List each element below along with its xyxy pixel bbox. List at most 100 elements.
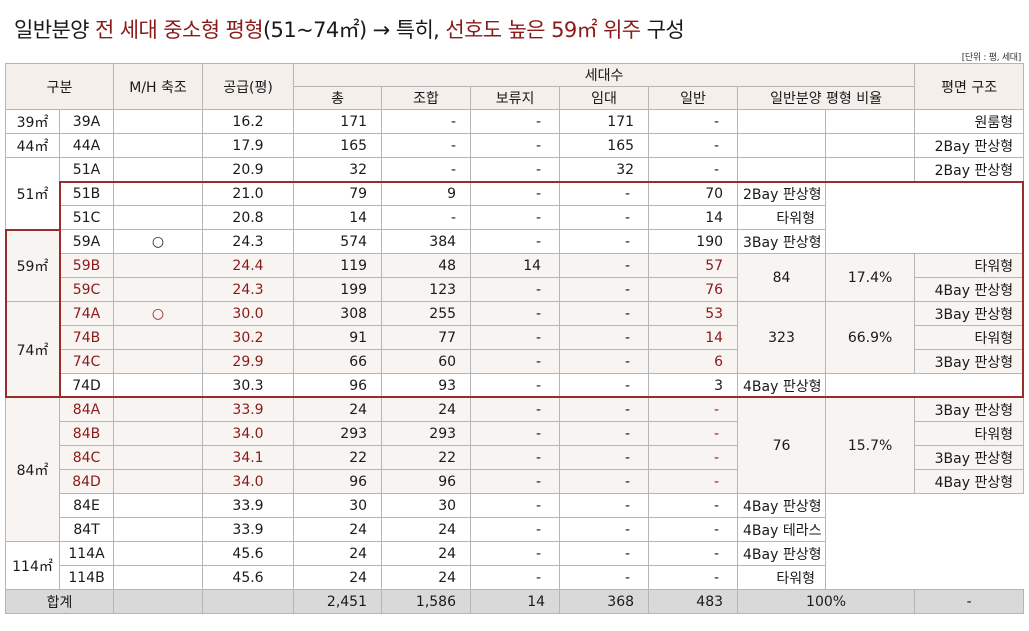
general-cell: 190 [648, 229, 739, 254]
total-cell: 199 [293, 277, 383, 302]
reserve-cell: - [470, 133, 561, 158]
supply-cell: 21.0 [202, 181, 295, 206]
table-row: 51㎡ 51A 20.9 32- -32-2Bay 판상형 [5, 157, 1025, 230]
table-row: 84C 34.1 22 22- - -3Bay 판상형 [6, 445, 1025, 470]
general-cell: - [648, 469, 739, 494]
type-cell: 84D [58, 469, 115, 494]
plan-cell: 타워형 [737, 205, 827, 230]
type-cell: 84T [58, 517, 115, 542]
union-cell: 123 [381, 277, 472, 302]
rental-cell: - [559, 277, 650, 302]
total-cell: 32 [293, 157, 383, 182]
reserve-cell: - [470, 109, 561, 134]
ratio-pct-cell: 66.9% [825, 301, 916, 374]
union-cell: 22 [381, 445, 472, 470]
rental-cell: - [559, 421, 650, 446]
ratio-empty-cell [825, 133, 916, 158]
reserve-cell: - [470, 229, 561, 254]
reserve-cell: - [470, 205, 561, 230]
ratio-empty-cell [737, 109, 827, 134]
table-row: 84E 33.9 30 30- - -4Bay 판상형 [6, 493, 1024, 518]
total-cell: 24 [293, 541, 383, 566]
totals-union: 1,586 [381, 589, 472, 614]
unit-note: [단위 : 평, 세대] [961, 53, 1022, 63]
type-cell: 44A [58, 133, 115, 158]
plan-cell: 3Bay 판상형 [914, 301, 1025, 326]
type-cell: 74A [58, 301, 115, 326]
ratio-empty-cell [825, 157, 916, 182]
type-cell: 84A [58, 397, 115, 422]
rental-cell: - [559, 181, 650, 206]
mh-cell: ○ [113, 229, 204, 254]
plan-cell: 4Bay 판상형 [737, 541, 827, 566]
rental-cell: - [559, 373, 650, 398]
type-cell: 59A [58, 229, 115, 254]
plan-cell: 4Bay 판상형 [914, 469, 1025, 494]
mh-cell [113, 205, 204, 230]
reserve-cell: - [470, 301, 561, 326]
supply-cell: 34.0 [202, 421, 295, 446]
supply-cell: 34.0 [202, 469, 295, 494]
rental-cell: - [559, 349, 650, 374]
total-cell: 24 [293, 397, 383, 422]
supply-cell: 24.4 [202, 253, 295, 278]
rental-cell: - [559, 205, 650, 230]
type-cell: 51B [58, 181, 115, 206]
rental-cell: - [559, 493, 650, 518]
total-cell: 171 [293, 109, 383, 134]
header-mh: M/H 축조 [113, 63, 204, 110]
totals-general: 483 [648, 589, 739, 614]
title-part: 특히, [389, 18, 446, 42]
union-cell: - [381, 157, 472, 182]
table-row: 59㎡ 59A ○ 24.3 574 384- -190 3Bay 판상형 [5, 229, 1024, 302]
union-cell: - [381, 133, 472, 158]
total-cell: 293 [293, 421, 383, 446]
totals-empty [113, 589, 204, 614]
supply-cell: 24.3 [202, 277, 295, 302]
title-highlight-2: 선호도 높은 59㎡ 위주 [445, 18, 641, 42]
supply-cell: 30.3 [202, 373, 295, 398]
page-title: 일반분양 전 세대 중소형 평형(51~74㎡) → 특히, 선호도 높은 59… [14, 14, 685, 44]
title-highlight-1: 전 세대 중소형 평형 [94, 18, 264, 42]
title-part: 일반분양 [14, 18, 95, 42]
rental-cell: - [559, 397, 650, 422]
rental-cell: 32 [559, 157, 650, 182]
totals-plan: - [914, 589, 1025, 614]
rental-cell: - [559, 541, 650, 566]
reserve-cell: 14 [470, 253, 561, 278]
reserve-cell: - [470, 181, 561, 206]
rental-cell: - [559, 229, 650, 254]
header-total: 총 [293, 86, 383, 110]
union-cell: - [381, 205, 472, 230]
header-ratio: 일반분양 평형 비율 [737, 86, 916, 110]
table-row: 74㎡ 74A ○ 30.0 308 255- -53 323 66.9% 3Bay 판상형 [5, 301, 1025, 398]
mh-cell [113, 541, 204, 566]
size-cell: 39㎡ [5, 109, 60, 134]
plan-cell: 4Bay 판상형 [914, 277, 1025, 302]
mh-cell: ○ [113, 301, 204, 326]
supply-cell: 33.9 [202, 493, 295, 518]
type-cell: 114B [58, 565, 115, 590]
total-cell: 165 [293, 133, 383, 158]
union-cell: 24 [381, 397, 472, 422]
mh-cell [113, 421, 204, 446]
arrow-icon: → [372, 18, 391, 42]
total-cell: 574 [293, 229, 383, 254]
union-cell: 293 [381, 421, 472, 446]
general-cell: 14 [648, 325, 739, 350]
plan-cell: 4Bay 판상형 [737, 493, 827, 518]
mh-cell [113, 373, 204, 398]
header-plan: 평면 구조 [914, 63, 1025, 110]
rental-cell: - [559, 565, 650, 590]
size-cell: 59㎡ [5, 229, 60, 302]
union-cell: 93 [381, 373, 472, 398]
general-cell: 3 [648, 373, 739, 398]
type-cell: 84E [58, 493, 115, 518]
size-cell: 114㎡ [5, 541, 60, 590]
plan-cell: 타워형 [914, 325, 1025, 350]
size-cell: 44㎡ [5, 133, 60, 158]
union-cell: 9 [381, 181, 472, 206]
reserve-cell: - [470, 277, 561, 302]
plan-cell: 3Bay 판상형 [914, 397, 1025, 422]
rental-cell: - [559, 301, 650, 326]
